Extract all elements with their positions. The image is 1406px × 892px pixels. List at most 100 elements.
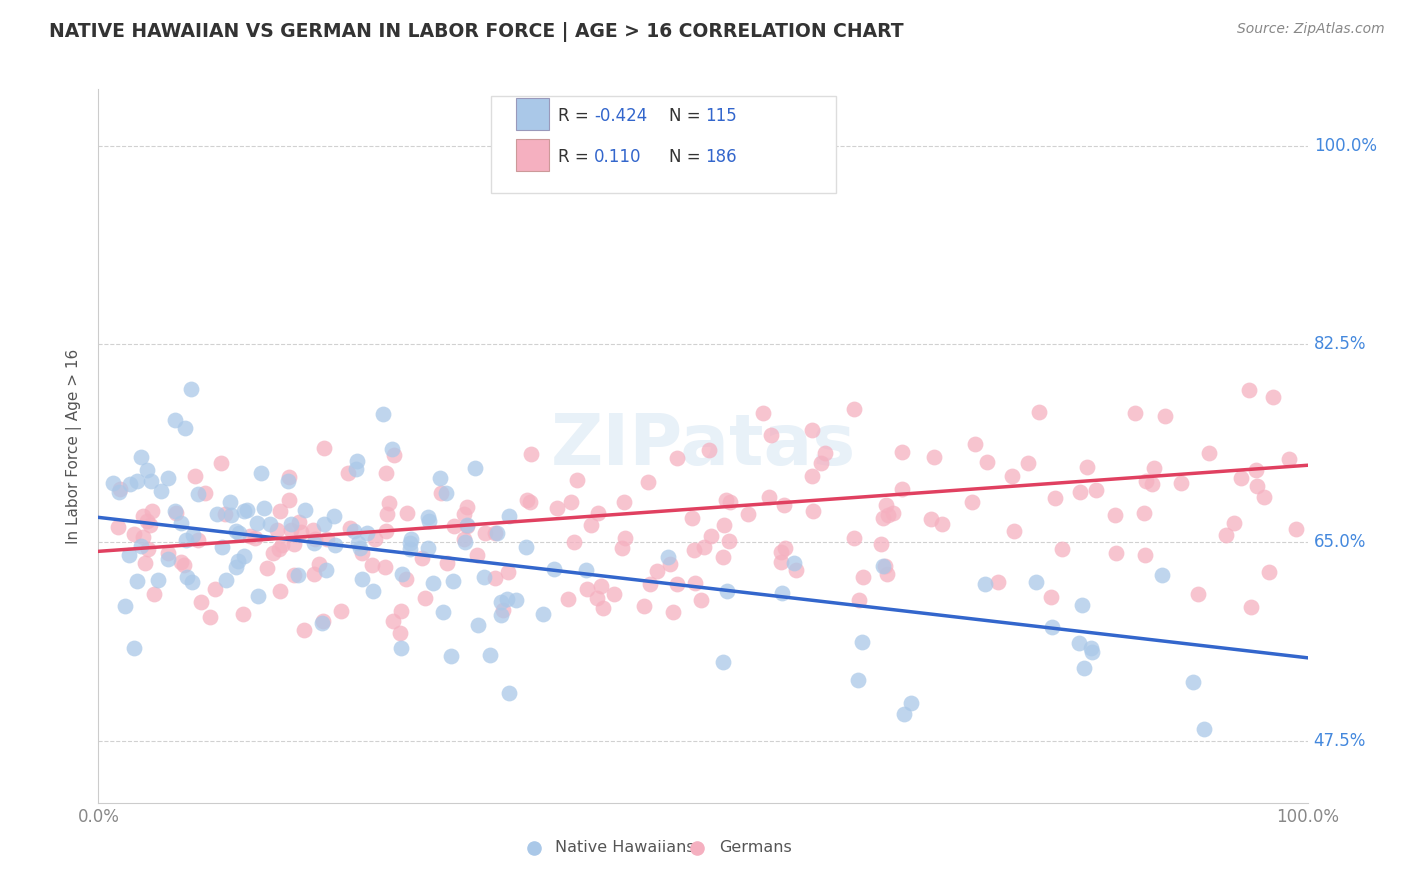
Point	[659, 557, 682, 571]
Text: R =: R =	[558, 107, 593, 125]
Point	[713, 517, 735, 532]
Point	[456, 500, 478, 514]
Point	[187, 533, 209, 547]
Point	[1285, 522, 1308, 536]
Point	[434, 486, 457, 500]
Point	[311, 615, 333, 630]
Point	[108, 483, 131, 497]
Point	[1187, 587, 1209, 601]
Point	[416, 510, 439, 524]
Point	[118, 548, 141, 562]
Point	[531, 607, 554, 621]
Point	[920, 512, 942, 526]
Point	[381, 442, 404, 456]
Point	[228, 526, 250, 541]
Point	[250, 466, 273, 480]
Point	[1229, 471, 1251, 485]
Point	[1084, 483, 1107, 497]
Point	[801, 468, 824, 483]
Point	[205, 508, 228, 522]
Point	[225, 560, 247, 574]
Point	[474, 526, 496, 541]
Point	[1240, 600, 1263, 615]
Point	[579, 518, 602, 533]
Point	[662, 605, 685, 619]
Point	[515, 541, 537, 555]
Point	[1150, 568, 1173, 582]
Point	[375, 524, 398, 538]
Point	[560, 494, 582, 508]
Point	[1001, 469, 1024, 483]
Point	[1076, 459, 1098, 474]
Point	[304, 532, 326, 546]
Point	[877, 508, 900, 522]
Point	[322, 509, 344, 524]
Point	[323, 538, 346, 552]
Point	[546, 500, 568, 515]
Point	[891, 483, 914, 497]
Point	[665, 576, 688, 591]
Point	[472, 569, 495, 583]
Y-axis label: In Labor Force | Age > 16: In Labor Force | Age > 16	[66, 349, 83, 543]
Point	[496, 565, 519, 579]
Point	[759, 427, 782, 442]
Point	[101, 475, 124, 490]
Point	[974, 576, 997, 591]
Point	[381, 615, 404, 629]
Point	[657, 550, 679, 565]
Text: -0.424: -0.424	[595, 107, 647, 125]
Point	[492, 603, 515, 617]
Point	[129, 450, 152, 465]
Point	[204, 582, 226, 597]
Point	[267, 542, 290, 557]
Point	[666, 451, 689, 466]
Point	[1170, 475, 1192, 490]
Point	[361, 558, 384, 572]
Point	[697, 442, 720, 457]
Point	[440, 648, 463, 663]
Point	[516, 492, 538, 507]
Point	[388, 626, 411, 640]
Point	[125, 474, 148, 488]
Point	[1039, 591, 1062, 605]
Point	[349, 541, 371, 556]
Point	[456, 518, 478, 533]
Point	[1069, 485, 1091, 500]
Point	[124, 640, 146, 655]
Point	[931, 516, 953, 531]
Point	[337, 467, 360, 481]
Point	[922, 450, 945, 464]
Point	[496, 592, 519, 607]
Point	[683, 543, 706, 558]
Text: Germans: Germans	[718, 840, 792, 855]
Point	[416, 541, 439, 556]
Point	[1017, 456, 1039, 470]
Point	[1080, 641, 1102, 656]
Point	[851, 634, 873, 648]
Point	[711, 550, 734, 565]
Point	[575, 582, 598, 596]
Point	[194, 485, 217, 500]
Point	[842, 401, 865, 416]
Point	[312, 442, 335, 456]
Point	[356, 526, 378, 541]
Point	[288, 515, 311, 529]
Point	[352, 572, 374, 586]
Point	[960, 495, 983, 509]
Point	[1253, 490, 1275, 504]
Point	[283, 537, 305, 551]
Point	[718, 533, 741, 548]
Point	[346, 536, 368, 550]
Point	[810, 456, 832, 470]
Point	[432, 605, 454, 619]
Point	[214, 508, 236, 522]
Point	[256, 560, 278, 574]
Point	[770, 555, 793, 569]
Point	[378, 496, 401, 510]
Point	[266, 523, 288, 537]
Point	[848, 593, 870, 607]
Text: 100.0%: 100.0%	[1313, 136, 1376, 155]
Point	[876, 567, 898, 582]
Point	[1239, 383, 1261, 397]
Point	[485, 526, 508, 541]
